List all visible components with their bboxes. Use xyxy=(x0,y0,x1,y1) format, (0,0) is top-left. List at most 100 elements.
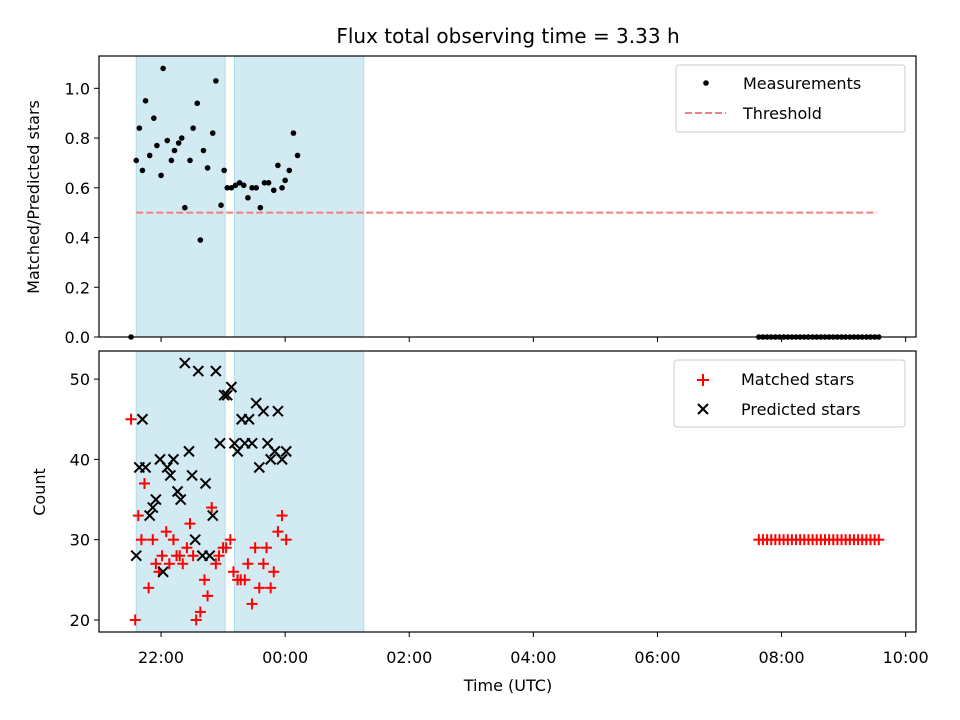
top-y-ticks: 0.0 0.2 0.4 0.6 0.8 1.0 xyxy=(65,79,99,347)
matched-star-point xyxy=(249,542,261,554)
x-stroke-b xyxy=(246,437,258,450)
x-stroke-b xyxy=(179,357,191,369)
predicted-star-point xyxy=(257,405,270,417)
measurement-point xyxy=(282,177,288,184)
predicted-star-point xyxy=(246,437,258,450)
predicted-star-point xyxy=(280,445,292,458)
measurement-point xyxy=(136,125,143,131)
measurement-point xyxy=(182,204,188,211)
predicted-star-point xyxy=(174,493,187,506)
predicted-star-point xyxy=(221,389,233,401)
predicted-star-point xyxy=(210,365,222,377)
shaded-interval xyxy=(135,55,226,338)
matched-star-point xyxy=(253,582,265,594)
predicted-star-point xyxy=(130,550,142,562)
measurement-point xyxy=(261,180,268,186)
matched-star-point xyxy=(265,582,277,594)
x-stroke-b xyxy=(192,365,204,377)
measurement-point xyxy=(213,78,219,84)
measurement-point xyxy=(133,157,140,164)
predicted-star-point xyxy=(143,509,156,522)
matched-star-point xyxy=(187,550,199,562)
matched-star-point xyxy=(246,598,258,610)
bottom-y-axis-label: Count xyxy=(30,468,49,516)
measurement-point xyxy=(168,157,175,164)
shaded-interval xyxy=(233,55,365,338)
matched-star-point xyxy=(135,534,147,546)
x-stroke-b xyxy=(199,477,212,490)
top-x-ticks xyxy=(160,337,907,342)
x-stroke-b xyxy=(207,509,219,522)
measurement-point xyxy=(232,182,239,189)
x-stroke-b xyxy=(272,405,284,417)
measurement-point xyxy=(224,184,231,191)
x-stroke-b xyxy=(139,461,152,474)
bottom-shaded-intervals xyxy=(135,350,365,633)
measurement-point xyxy=(146,152,153,159)
top-legend: Measurements Threshold xyxy=(675,64,906,133)
top-y-axis-label: Matched/Predicted stars xyxy=(24,100,43,294)
matched-star-point xyxy=(227,566,239,578)
predicted-star-point xyxy=(161,461,173,474)
matched-star-point xyxy=(268,566,280,578)
x-stroke-b xyxy=(253,461,266,474)
x-axis-label: Time (UTC) xyxy=(463,676,552,695)
measurement-point xyxy=(228,184,235,191)
matched-star-point xyxy=(198,574,210,586)
x-stroke-b xyxy=(167,453,180,466)
matched-star-point xyxy=(150,558,162,570)
predicted-star-point xyxy=(147,501,159,514)
predicted-star-point xyxy=(264,453,277,466)
matched-star-point xyxy=(184,518,196,530)
x-stroke-b xyxy=(189,533,201,546)
top-legend-box xyxy=(675,64,906,133)
x-stroke-b xyxy=(276,453,288,466)
legend-measurements-marker xyxy=(703,80,709,86)
measurement-point xyxy=(160,65,166,72)
measurement-point xyxy=(200,147,207,154)
matched-star-point xyxy=(220,542,232,554)
y-tick-label: 0.6 xyxy=(65,179,90,198)
matched-star-point xyxy=(210,558,222,570)
predicted-star-point xyxy=(225,381,238,393)
predicted-star-point xyxy=(243,413,255,425)
shaded-interval xyxy=(233,350,365,633)
measurement-point xyxy=(209,130,216,136)
count-points xyxy=(125,357,885,626)
predicted-star-point xyxy=(171,485,184,498)
x-stroke-b xyxy=(150,493,162,506)
matched-star-point xyxy=(132,510,144,522)
measurement-point xyxy=(218,202,224,209)
measurement-point xyxy=(236,180,243,186)
x-stroke-b xyxy=(186,469,198,482)
x-stroke-b xyxy=(225,381,238,393)
matched-star-point xyxy=(257,558,269,570)
x-stroke-b xyxy=(250,397,262,409)
measurement-point xyxy=(204,165,211,171)
legend-matched-marker xyxy=(697,374,709,386)
x-tick-label: 06:00 xyxy=(634,648,680,667)
bottom-x-ticks: 22:00 00:00 02:00 04:00 06:00 08:00 10:00 xyxy=(138,632,929,667)
x-tick-label: 10:00 xyxy=(883,648,929,667)
predicted-star-point xyxy=(150,493,162,506)
predicted-star-point xyxy=(164,469,177,482)
matched-star-point xyxy=(129,614,141,626)
measurement-point xyxy=(139,167,146,174)
legend-predicted-marker xyxy=(697,403,709,415)
matched-star-point xyxy=(873,534,885,546)
matched-star-point xyxy=(163,558,175,570)
measurement-point xyxy=(142,97,149,104)
y-tick-label: 20 xyxy=(70,611,90,630)
matched-star-point xyxy=(224,534,236,546)
y-tick-label: 30 xyxy=(70,531,90,550)
matched-star-point xyxy=(167,534,179,546)
predicted-star-point xyxy=(189,533,201,546)
y-tick-label: 0.4 xyxy=(65,229,90,248)
matched-star-point xyxy=(280,534,292,546)
measurement-point xyxy=(164,137,171,144)
x-stroke-b xyxy=(136,413,149,425)
predicted-star-point xyxy=(179,357,191,369)
matched-star-point xyxy=(206,502,218,514)
x-tick-label: 04:00 xyxy=(510,648,556,667)
